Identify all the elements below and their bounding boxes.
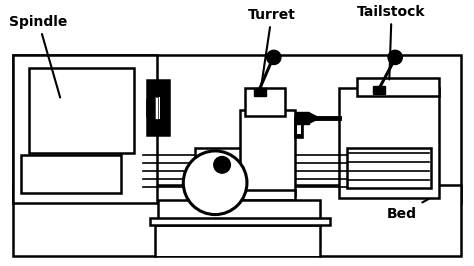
Bar <box>155 225 319 256</box>
Circle shape <box>214 157 230 173</box>
Bar <box>13 185 461 256</box>
Bar <box>295 118 303 138</box>
Bar <box>240 190 295 200</box>
Bar <box>29 68 134 153</box>
Bar <box>13 55 157 203</box>
Circle shape <box>183 151 247 215</box>
Bar <box>13 55 461 203</box>
Bar <box>195 148 290 193</box>
Bar <box>150 218 329 225</box>
Bar <box>155 97 158 119</box>
Text: Tailstock: Tailstock <box>357 5 426 80</box>
Bar <box>147 100 155 116</box>
Bar <box>240 110 295 195</box>
Bar <box>295 112 309 124</box>
Bar <box>347 148 431 188</box>
Circle shape <box>267 51 281 64</box>
Text: Turret: Turret <box>248 8 296 93</box>
Bar <box>357 78 439 96</box>
Bar <box>245 88 285 116</box>
Bar <box>374 86 385 94</box>
Circle shape <box>388 51 402 64</box>
Bar <box>158 200 319 219</box>
Polygon shape <box>310 113 319 123</box>
Bar <box>21 155 120 193</box>
Bar <box>155 97 160 119</box>
Bar <box>297 122 301 134</box>
Text: Spindle: Spindle <box>9 15 68 98</box>
Bar <box>339 88 439 198</box>
Bar <box>254 88 266 96</box>
Text: Bed: Bed <box>387 199 428 221</box>
Bar <box>147 80 169 135</box>
